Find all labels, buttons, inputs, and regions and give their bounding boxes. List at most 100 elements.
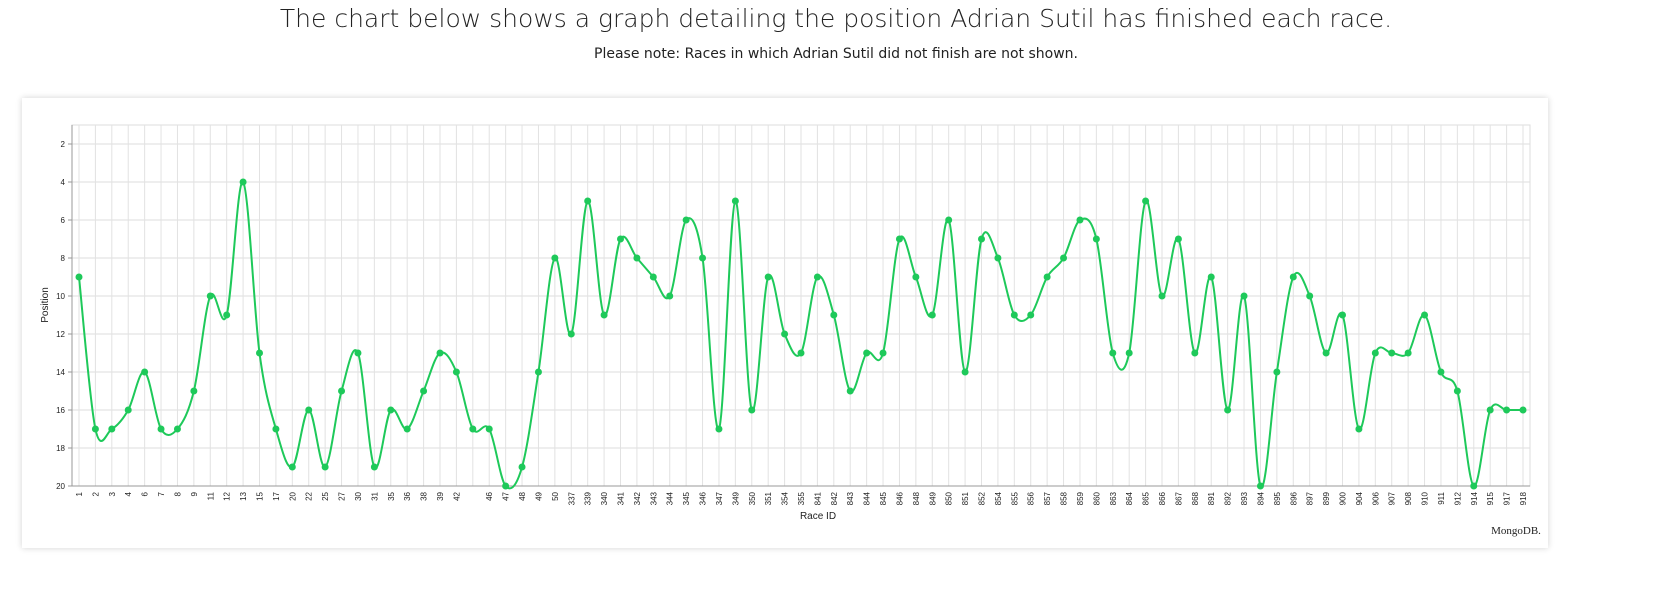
x-tick-label: 344 [666, 491, 675, 505]
point [797, 349, 805, 357]
point [338, 387, 346, 395]
point [912, 273, 920, 281]
point [1027, 311, 1035, 319]
point [1322, 349, 1330, 357]
point [436, 349, 444, 357]
x-tick-label: 846 [895, 491, 904, 505]
point [321, 463, 329, 471]
x-tick-label: 4 [124, 491, 133, 496]
x-tick-label: 854 [994, 491, 1003, 505]
y-tick-label: 12 [56, 330, 65, 339]
x-tick-label: 343 [649, 491, 658, 505]
point [715, 425, 723, 433]
line [78, 180, 1523, 490]
x-tick-label: 354 [781, 491, 790, 505]
x-tick-label: 867 [1174, 491, 1183, 505]
point [1470, 482, 1478, 490]
point [649, 273, 657, 281]
y-tick-label: 6 [61, 216, 66, 225]
point [1076, 216, 1084, 224]
x-tick-label: 899 [1322, 491, 1331, 505]
point [945, 216, 953, 224]
point [124, 406, 132, 414]
point [173, 425, 181, 433]
point [1224, 406, 1232, 414]
x-tick-label: 904 [1355, 491, 1364, 505]
x-tick-label: 49 [534, 491, 543, 500]
x-tick-label: 893 [1240, 491, 1249, 505]
x-tick-label: 891 [1207, 491, 1216, 505]
point [1421, 311, 1429, 319]
point [1519, 406, 1527, 414]
point [682, 216, 690, 224]
x-tick-label: 48 [518, 491, 527, 500]
x-axis-label: Race ID [800, 511, 836, 522]
x-tick-label: 47 [502, 491, 511, 500]
x-tick-label: 915 [1486, 491, 1495, 505]
x-tick-label: 906 [1371, 491, 1380, 505]
point [633, 254, 641, 262]
x-tick-label: 857 [1043, 491, 1052, 505]
x-tick-label: 918 [1519, 491, 1528, 505]
point [305, 406, 313, 414]
y-axis-label: Position [40, 287, 51, 323]
point [551, 254, 559, 262]
x-tick-label: 897 [1306, 491, 1315, 505]
point [403, 425, 411, 433]
x-tick-label: 865 [1142, 491, 1151, 505]
x-tick-label: 17 [272, 491, 281, 500]
point [1092, 235, 1100, 243]
x-tick-label: 866 [1158, 491, 1167, 505]
point [764, 273, 772, 281]
x-tick-label: 20 [288, 491, 297, 500]
x-tick-label: 855 [1010, 491, 1019, 505]
point [1010, 311, 1018, 319]
point [141, 368, 149, 376]
point [994, 254, 1002, 262]
point [1404, 349, 1412, 357]
x-tick-label: 13 [239, 491, 248, 500]
x-tick-label: 1 [75, 491, 84, 496]
x-tick-label: 50 [551, 491, 560, 500]
point [1060, 254, 1068, 262]
x-tick-label: 341 [617, 491, 626, 505]
x-tick-label: 3 [108, 491, 117, 496]
x-tick-label: 9 [190, 491, 199, 496]
point [157, 425, 165, 433]
point [502, 482, 510, 490]
x-tick-label: 900 [1339, 491, 1348, 505]
x-tick-label: 355 [797, 491, 806, 505]
x-tick-label: 911 [1437, 491, 1446, 504]
point [1437, 368, 1445, 376]
point [469, 425, 477, 433]
point [1158, 292, 1166, 300]
point [1256, 482, 1264, 490]
x-tick-label: 849 [928, 491, 937, 505]
x-tick-label: 852 [978, 491, 987, 505]
point [978, 235, 985, 243]
x-tick-label: 868 [1191, 491, 1200, 505]
x-tick-label: 841 [813, 491, 822, 505]
y-tick-label: 14 [56, 368, 65, 377]
point [1371, 349, 1379, 357]
x-tick-label: 346 [699, 491, 708, 505]
x-tick-label: 345 [682, 491, 691, 505]
point [1109, 349, 1117, 357]
x-tick-label: 351 [764, 491, 773, 505]
x-tick-label: 8 [173, 491, 182, 496]
x-tick-label: 42 [452, 491, 461, 500]
x-tick-label: 6 [141, 491, 150, 496]
point [223, 311, 231, 319]
y-tick-label: 20 [56, 482, 65, 491]
point [1453, 387, 1461, 395]
point [863, 349, 871, 357]
point [1273, 368, 1281, 376]
point [666, 292, 674, 300]
point [1486, 406, 1494, 414]
y-tick-label: 16 [56, 406, 65, 415]
point [518, 463, 526, 471]
point [879, 349, 887, 357]
point [961, 368, 969, 376]
point [617, 235, 624, 243]
point [1043, 273, 1051, 281]
